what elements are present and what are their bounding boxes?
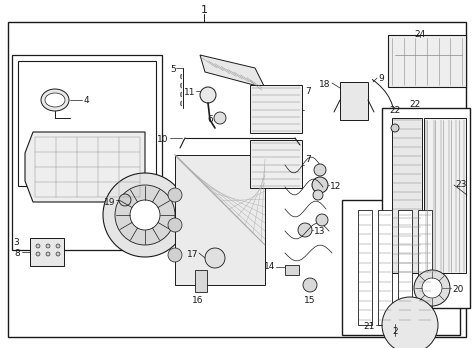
Polygon shape — [25, 132, 145, 202]
Circle shape — [168, 188, 182, 202]
Circle shape — [200, 87, 216, 103]
Bar — [250, 85, 302, 133]
Circle shape — [303, 278, 317, 292]
Circle shape — [36, 252, 40, 256]
Circle shape — [56, 252, 60, 256]
Circle shape — [46, 244, 50, 248]
Text: 4: 4 — [84, 96, 90, 105]
Text: 17: 17 — [186, 250, 198, 259]
Bar — [392, 118, 422, 273]
Circle shape — [312, 177, 328, 193]
Text: 2: 2 — [392, 327, 398, 336]
Text: 12: 12 — [330, 182, 341, 191]
Circle shape — [119, 194, 131, 206]
Bar — [175, 155, 265, 285]
Text: 6: 6 — [207, 115, 213, 124]
Bar — [400, 310, 420, 320]
Polygon shape — [105, 145, 290, 300]
Circle shape — [382, 297, 438, 348]
Bar — [424, 118, 466, 273]
Text: 20: 20 — [452, 285, 464, 294]
Polygon shape — [398, 210, 412, 325]
Circle shape — [313, 190, 323, 200]
Text: 22: 22 — [389, 106, 401, 115]
Text: 22: 22 — [410, 100, 420, 109]
Circle shape — [115, 185, 175, 245]
Bar — [12, 55, 162, 250]
Circle shape — [298, 223, 312, 237]
Circle shape — [314, 164, 326, 176]
Text: 23: 23 — [455, 180, 466, 189]
Circle shape — [214, 112, 226, 124]
Bar — [388, 35, 466, 87]
Circle shape — [422, 278, 442, 298]
Text: 5: 5 — [170, 65, 176, 74]
Polygon shape — [418, 210, 432, 325]
Text: 15: 15 — [304, 296, 316, 305]
Bar — [18, 61, 156, 186]
Polygon shape — [378, 210, 392, 325]
Circle shape — [414, 270, 450, 306]
Text: 8: 8 — [14, 249, 20, 258]
Text: 14: 14 — [264, 262, 275, 271]
Circle shape — [391, 124, 399, 132]
Circle shape — [168, 218, 182, 232]
Bar — [250, 140, 302, 188]
Circle shape — [205, 248, 225, 268]
Ellipse shape — [45, 93, 65, 107]
Polygon shape — [358, 210, 372, 325]
Bar — [382, 108, 470, 308]
Text: 19: 19 — [103, 198, 115, 207]
Bar — [462, 178, 470, 186]
Bar — [342, 200, 460, 335]
Text: 18: 18 — [319, 80, 330, 89]
Text: 10: 10 — [156, 135, 168, 144]
Circle shape — [103, 173, 187, 257]
Text: 7: 7 — [305, 87, 311, 96]
Circle shape — [46, 252, 50, 256]
Polygon shape — [200, 55, 265, 88]
Bar — [340, 82, 368, 120]
Bar — [285, 265, 299, 275]
Circle shape — [168, 248, 182, 262]
Text: 7: 7 — [305, 155, 311, 164]
Text: 13: 13 — [314, 227, 326, 236]
Circle shape — [316, 214, 328, 226]
Text: 16: 16 — [192, 296, 204, 305]
Text: 11: 11 — [183, 88, 195, 97]
Ellipse shape — [41, 89, 69, 111]
Circle shape — [130, 200, 160, 230]
Bar — [195, 270, 207, 292]
Circle shape — [56, 244, 60, 248]
Text: 1: 1 — [201, 5, 208, 15]
Circle shape — [36, 244, 40, 248]
Text: 21: 21 — [364, 322, 375, 331]
Bar — [30, 238, 64, 266]
Text: 9: 9 — [378, 74, 384, 83]
Text: 3: 3 — [13, 238, 19, 247]
Text: 24: 24 — [414, 30, 426, 39]
